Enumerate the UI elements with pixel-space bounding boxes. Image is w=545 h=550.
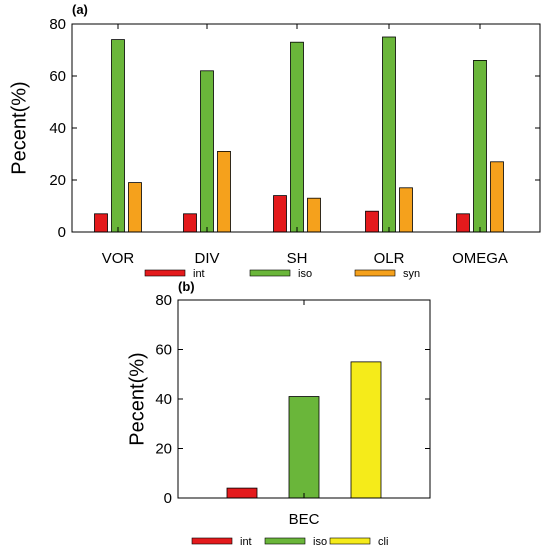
y-tick-label: 80	[49, 16, 66, 33]
legend-swatch-int	[191, 537, 233, 545]
panel-label: (b)	[178, 279, 195, 294]
y-axis-label: Pecent(%)	[126, 352, 148, 445]
bar-syn	[217, 150, 231, 233]
category-label: VOR	[102, 250, 135, 267]
bar-iso	[200, 70, 214, 233]
y-tick-label: 40	[49, 120, 66, 137]
bar-int	[273, 195, 287, 233]
plot-frame	[177, 299, 431, 499]
bar-syn	[128, 182, 142, 233]
bar-int	[456, 213, 470, 233]
legend-label-iso: iso	[313, 536, 327, 548]
bar-iso	[473, 60, 487, 233]
bar-iso	[382, 36, 396, 233]
bar-cli	[350, 361, 382, 499]
panel-label: (a)	[72, 2, 88, 17]
bar-syn	[399, 187, 413, 233]
category-label: BEC	[289, 511, 320, 528]
category-label: OLR	[374, 250, 405, 267]
bar-syn	[307, 197, 321, 233]
y-tick-label: 0	[164, 490, 172, 507]
bar-int	[365, 210, 379, 233]
bar-syn	[490, 161, 504, 233]
legend-label-cli: cli	[378, 536, 388, 548]
y-tick-label: 40	[155, 391, 172, 408]
plot-frame	[71, 23, 541, 233]
bar-int	[183, 213, 197, 233]
category-label: OMEGA	[452, 250, 508, 267]
y-tick-label: 20	[49, 172, 66, 189]
y-tick-label: 80	[155, 292, 172, 309]
legend-label-syn: syn	[403, 268, 420, 280]
legend-label-iso: iso	[298, 268, 312, 280]
legend-swatch-iso	[264, 537, 306, 545]
y-axis-label: Pecent(%)	[8, 81, 30, 174]
category-label: SH	[287, 250, 308, 267]
legend-swatch-iso	[249, 269, 291, 277]
bar-int	[226, 487, 258, 499]
bar-int	[94, 213, 108, 233]
legend-swatch-syn	[354, 269, 396, 277]
legend-swatch-cli	[329, 537, 371, 545]
y-tick-label: 0	[58, 224, 66, 241]
category-label: DIV	[194, 250, 219, 267]
bar-iso	[288, 396, 320, 499]
legend-label-int: int	[240, 536, 252, 548]
bar-iso	[290, 41, 304, 233]
y-tick-label: 60	[155, 342, 172, 359]
legend-label-int: int	[193, 268, 205, 280]
legend-swatch-int	[144, 269, 186, 277]
y-tick-label: 20	[155, 441, 172, 458]
bar-iso	[111, 39, 125, 233]
y-tick-label: 60	[49, 68, 66, 85]
